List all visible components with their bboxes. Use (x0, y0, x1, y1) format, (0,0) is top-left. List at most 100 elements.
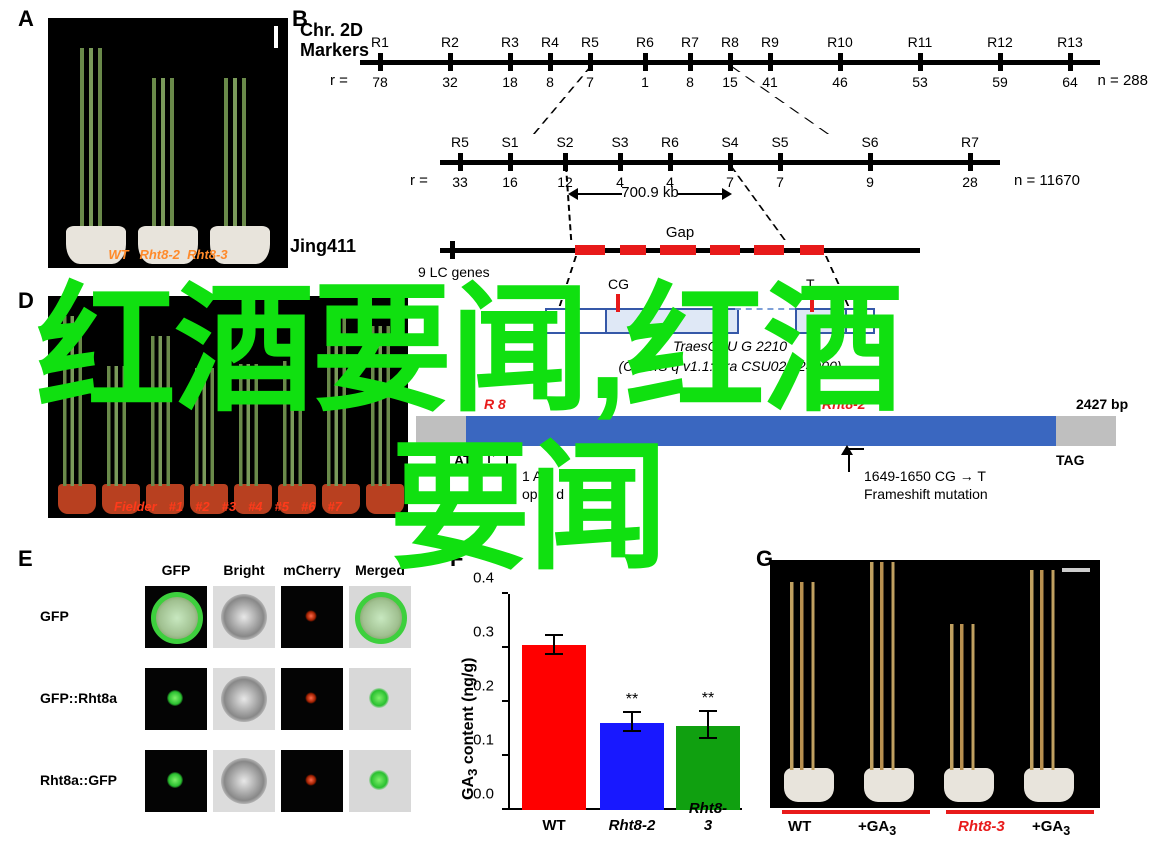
map1-marker-label: R8 (721, 34, 739, 50)
e-row-label: Rht8a::GFP (40, 772, 117, 788)
map1-r-value: 18 (502, 74, 518, 90)
error-cap (545, 653, 563, 655)
dashed-guide (730, 66, 830, 134)
e-cell (281, 586, 343, 648)
bar (522, 645, 586, 810)
map1-marker-label: R3 (501, 34, 519, 50)
map1-r-value: 53 (912, 74, 928, 90)
map1-tick (918, 53, 923, 71)
panel-label-d: D (18, 288, 34, 314)
panel-a-caption: WT Rht8-2 Rht8-3 (48, 247, 288, 262)
dashed-guide (533, 66, 593, 134)
arrowhead-up-icon (841, 445, 853, 455)
e-cell (349, 586, 411, 648)
markers-label: Markers (300, 40, 369, 61)
map2-marker-label: S4 (721, 134, 738, 150)
map1-marker-label: R11 (908, 34, 933, 50)
pot (864, 768, 914, 802)
map1-r-value: 15 (722, 74, 738, 90)
jing411-label: Jing411 (290, 236, 356, 257)
map2-tick (968, 153, 973, 171)
map1-marker-label: R2 (441, 34, 459, 50)
map1-tick (378, 53, 383, 71)
e-cell (213, 668, 275, 730)
map2-r-value: 4 (616, 174, 624, 190)
underline-right (946, 810, 1094, 814)
label-rht8-3: Rht8-3 (187, 247, 227, 262)
map2-r-value: 4 (666, 174, 674, 190)
map1-r-value: 59 (992, 74, 1008, 90)
map1-r-value: 64 (1062, 74, 1078, 90)
underline-left (782, 810, 930, 814)
gene-block (800, 245, 824, 255)
map2-r-value: 7 (776, 174, 784, 190)
mature-plant (1020, 570, 1076, 770)
gene-block (660, 245, 696, 255)
e-cell (213, 586, 275, 648)
n-equals-1: n = 288 (1098, 72, 1148, 89)
label-wt: WT (108, 247, 128, 262)
e-cell (145, 750, 207, 812)
map1-marker-label: R10 (827, 34, 853, 50)
map1-tick (838, 53, 843, 71)
plant-wt (70, 48, 120, 228)
panel-a-photo: WT Rht8-2 Rht8-3 (48, 18, 288, 268)
map2-tick (563, 153, 568, 171)
gene-block (754, 245, 784, 255)
map2-tick (458, 153, 463, 171)
e-cell (281, 668, 343, 730)
e-row-label: GFP (40, 608, 69, 624)
map2-tick (778, 153, 783, 171)
bar-x-label: Rht8-3 (686, 800, 730, 834)
e-col-header: GFP (162, 562, 191, 578)
map1-tick (548, 53, 553, 71)
e-cell (145, 586, 207, 648)
tag-label: TAG (1056, 452, 1085, 468)
g-label-rht83: Rht8-3 (958, 818, 1005, 835)
gap-label: Gap (666, 224, 694, 241)
g-label-ga1: +GA3 (858, 818, 896, 838)
map2-r-value: 9 (866, 174, 874, 190)
bar-x-label: Rht8-2 (609, 817, 656, 834)
y-tick-label: 0.0 (473, 786, 494, 803)
gene-block (620, 245, 646, 255)
map1-r-value: 8 (546, 74, 554, 90)
map1-tick (768, 53, 773, 71)
map2-tick (728, 153, 733, 171)
y-tick (502, 754, 508, 756)
map2-marker-label: S5 (771, 134, 788, 150)
arrow-shaft (578, 193, 622, 195)
map1-r-value: 7 (586, 74, 594, 90)
error-cap (623, 730, 641, 732)
y-tick-label: 0.1 (473, 732, 494, 749)
bar-x-label: WT (542, 817, 565, 834)
mature-plant (860, 562, 916, 770)
map1-tick (998, 53, 1003, 71)
y-tick-label: 0.3 (473, 624, 494, 641)
map2-r-value: 12 (557, 174, 573, 190)
map2-tick (618, 153, 623, 171)
y-tick (502, 646, 508, 648)
map2-tick (668, 153, 673, 171)
gene-block (575, 245, 605, 255)
map1-marker-label: R5 (581, 34, 599, 50)
map1-marker-label: R12 (987, 34, 1013, 50)
map1-r-value: 8 (686, 74, 694, 90)
pot (784, 768, 834, 802)
error-cap (699, 710, 717, 712)
map1-marker-label: R4 (541, 34, 559, 50)
map1-r-value: 41 (762, 74, 778, 90)
len-label: 2427 bp (1076, 396, 1128, 412)
sig-marker: ** (702, 690, 714, 708)
map1-tick (728, 53, 733, 71)
map1-marker-label: R1 (371, 34, 389, 50)
r-equals-1: r = (330, 72, 348, 89)
mut-right-2: Frameshift mutation (864, 486, 988, 502)
map1-tick (448, 53, 453, 71)
mature-plant (940, 624, 996, 770)
panel-d-caption: Fielder#1#2#3#4#5#6#7 (48, 499, 408, 514)
map1-marker-label: R9 (761, 34, 779, 50)
map2-tick (508, 153, 513, 171)
r-equals-2: r = (410, 172, 428, 189)
map1-tick (643, 53, 648, 71)
